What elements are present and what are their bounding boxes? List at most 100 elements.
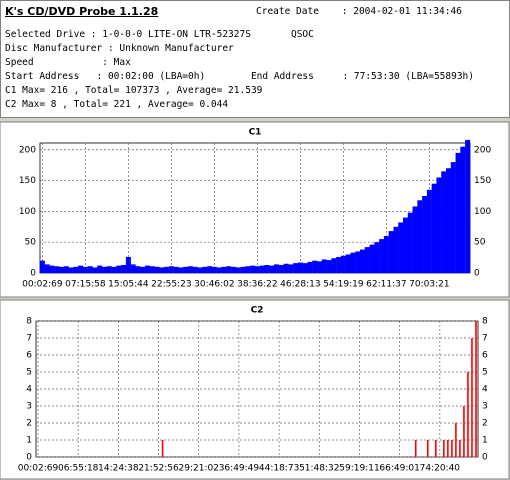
y-tick-label: 50 — [25, 238, 37, 248]
y-tick-label: 0 — [26, 453, 32, 463]
y-tick-label: 150 — [19, 176, 36, 186]
bar — [441, 171, 447, 273]
bar — [407, 212, 413, 273]
bar — [82, 266, 88, 273]
bar — [168, 266, 174, 273]
bar — [240, 266, 246, 273]
x-tick-label: 46:28:13 — [280, 280, 320, 290]
y2-tick-label: 5 — [482, 368, 488, 378]
bar — [235, 267, 241, 273]
bar — [49, 265, 55, 273]
bar — [226, 266, 232, 273]
bar — [403, 217, 408, 273]
x-tick-label: 54:19:19 — [323, 280, 364, 290]
bar — [102, 266, 107, 273]
bar — [297, 262, 303, 273]
bar — [446, 168, 451, 273]
x-tick-label: 00:02:69 — [18, 464, 59, 474]
bar — [178, 267, 184, 273]
info-line: C2 Max= 8 , Total= 221 , Average= 0.044 — [5, 99, 229, 110]
bar — [383, 236, 389, 273]
info-line: C1 Max= 216 , Total= 107373 , Average= 2… — [5, 85, 263, 96]
bar — [207, 266, 213, 273]
y2-tick-label: 50 — [474, 238, 486, 248]
bar — [435, 440, 437, 457]
bar — [68, 267, 74, 273]
bar — [288, 264, 294, 273]
bar — [465, 139, 471, 273]
bar — [149, 266, 155, 273]
x-tick-label: 59:19:11 — [339, 464, 379, 474]
bar — [202, 266, 208, 273]
x-tick-label: 44:18:73 — [259, 464, 299, 474]
create-date: Create Date : 2004-02-01 11:34:46 — [256, 6, 462, 17]
bar — [130, 264, 136, 273]
bar — [307, 261, 313, 273]
bar — [106, 266, 112, 273]
x-tick-label: 00:02:69 — [22, 280, 63, 290]
bar — [111, 266, 117, 273]
x-tick-label: 74:20:40 — [420, 464, 461, 474]
bar — [317, 261, 322, 273]
y-tick-label: 5 — [26, 368, 32, 378]
bar — [364, 247, 370, 273]
y2-tick-label: 6 — [482, 351, 488, 361]
bar — [78, 265, 84, 273]
bar — [350, 252, 356, 273]
bar — [269, 265, 275, 273]
bar — [211, 266, 217, 273]
bar — [379, 239, 385, 273]
app-title: K's CD/DVD Probe 1.1.28 — [5, 5, 159, 18]
bar — [254, 266, 260, 273]
bar — [455, 423, 457, 457]
bar — [39, 260, 45, 273]
bar — [460, 146, 466, 273]
y2-tick-label: 150 — [474, 176, 491, 186]
bar — [467, 372, 469, 457]
x-tick-label: 22:55:23 — [151, 280, 191, 290]
bar — [388, 231, 394, 273]
x-tick-label: 62:11:37 — [366, 280, 406, 290]
bar — [414, 440, 417, 457]
bar — [116, 265, 122, 273]
bar — [345, 254, 351, 273]
bar — [455, 152, 461, 273]
x-tick-label: 38:36:22 — [237, 280, 277, 290]
bar — [471, 338, 473, 457]
bar — [312, 260, 318, 273]
bar — [92, 267, 98, 273]
bar — [63, 266, 69, 273]
bar — [188, 266, 193, 273]
bar — [355, 251, 361, 273]
bar — [417, 200, 423, 273]
bar — [121, 264, 127, 273]
bar — [450, 162, 456, 273]
y2-tick-label: 7 — [482, 334, 488, 344]
bar — [436, 177, 442, 273]
y2-tick-label: 8 — [482, 317, 488, 327]
bar — [336, 256, 342, 273]
bar — [393, 226, 399, 273]
y2-tick-label: 2 — [482, 419, 488, 429]
bar — [59, 266, 64, 273]
bar — [274, 264, 279, 273]
x-tick-label: 07:15:58 — [65, 280, 106, 290]
y-tick-label: 100 — [19, 207, 36, 217]
y2-tick-label: 200 — [474, 145, 491, 155]
x-tick-label: 36:49:49 — [219, 464, 260, 474]
bar — [412, 206, 418, 273]
y-tick-label: 8 — [26, 317, 32, 327]
bar — [250, 265, 256, 273]
bar — [159, 267, 165, 273]
y2-tick-label: 100 — [474, 207, 491, 217]
bar — [264, 264, 270, 273]
y-tick-label: 0 — [30, 269, 36, 279]
x-tick-label: 51:48:32 — [299, 464, 339, 474]
bar — [140, 266, 146, 273]
y2-tick-label: 0 — [474, 269, 480, 279]
bar — [360, 249, 365, 273]
bar — [44, 264, 50, 273]
bar — [293, 263, 299, 273]
x-tick-label: 21:52:56 — [138, 464, 179, 474]
